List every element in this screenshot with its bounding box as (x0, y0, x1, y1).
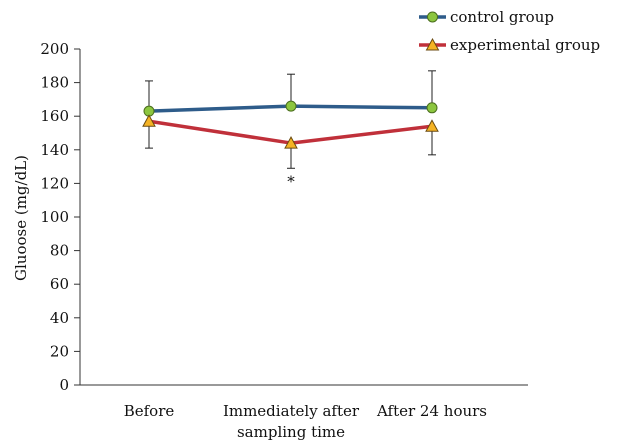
legend-marker (425, 37, 440, 51)
y-tick-label: 160 (40, 107, 69, 125)
y-tick-label: 0 (59, 376, 69, 394)
legend-label: control group (450, 8, 554, 26)
legend-item: control group (419, 8, 554, 26)
series-control (143, 70, 438, 117)
legend-item: experimental group (419, 36, 600, 54)
series-layer (142, 70, 439, 169)
data-point (425, 119, 439, 132)
data-point (284, 136, 298, 149)
x-axis: Before Immediately after After 24 hours (80, 384, 528, 420)
y-tick-label: 120 (40, 174, 69, 192)
y-tick-label: 100 (40, 208, 69, 226)
data-point (426, 102, 438, 114)
y-tick-label: 140 (40, 141, 69, 159)
y-axis: 0 20 40 60 80 100 120 140 160 180 200 (40, 40, 81, 394)
y-tick-label: 180 (40, 74, 69, 92)
x-tick-label: Immediately after (223, 402, 360, 420)
y-tick-label: 20 (50, 342, 69, 360)
x-tick-label: After 24 hours (376, 402, 487, 420)
y-tick-label: 200 (40, 40, 69, 58)
data-point (142, 114, 156, 127)
x-axis-title: sampling time (237, 423, 345, 441)
y-tick-label: 40 (50, 309, 69, 327)
legend: control group experimental group (419, 8, 600, 54)
x-tick-label: Before (124, 402, 175, 420)
series-experimental (142, 114, 439, 169)
legend-marker (427, 11, 438, 23)
data-point (285, 100, 297, 112)
y-tick-label: 60 (50, 275, 69, 293)
y-tick-label: 80 (50, 242, 69, 260)
annotation-layer: * (287, 172, 295, 190)
significance-marker: * (287, 172, 295, 190)
y-axis-title: Gluoose (mg/dL) (12, 155, 30, 281)
legend-label: experimental group (450, 36, 600, 54)
